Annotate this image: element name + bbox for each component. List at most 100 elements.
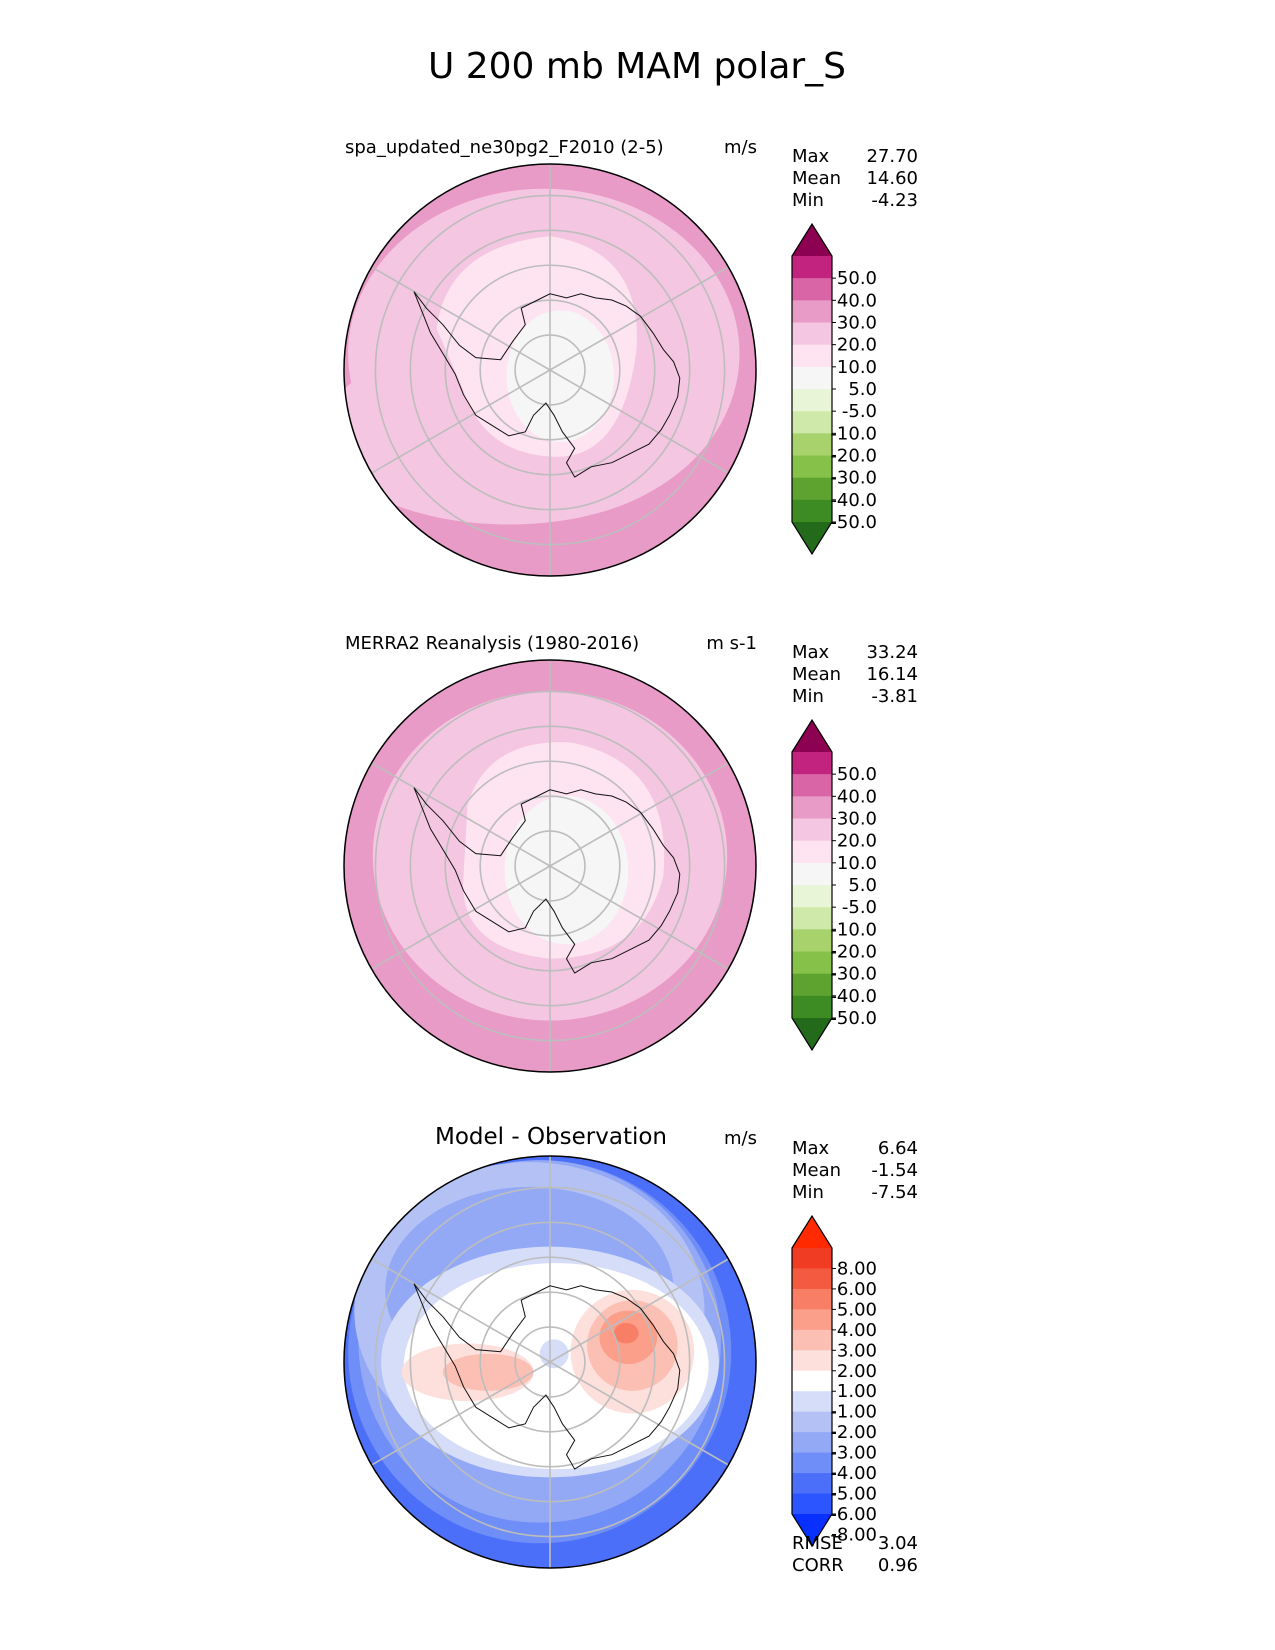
colorbar-extend-top (792, 720, 832, 752)
stat-label-min: Min (792, 686, 824, 707)
panel-units: m/s (724, 1128, 757, 1149)
colorbar-segment (792, 1391, 832, 1413)
colorbar-tick-label: -50.0 (830, 512, 877, 533)
colorbar-tick-label: 5.00 (837, 1299, 877, 1320)
colorbar-segment (792, 796, 832, 819)
colorbar-tick-label: 8.00 (837, 1258, 877, 1279)
stat-value-min: -7.54 (871, 1182, 918, 1203)
colorbar-extend-bottom (792, 1018, 832, 1050)
colorbar-segment (792, 1452, 832, 1474)
colorbar-tick-label: 1.00 (837, 1381, 877, 1402)
colorbar-segment (792, 973, 832, 997)
longitude-gridline (549, 865, 729, 970)
colorbar-segment (792, 366, 832, 390)
colorbar-segment (792, 1350, 832, 1372)
colorbar-tick-label: 4.00 (837, 1320, 877, 1341)
colorbar-segment (792, 818, 832, 842)
stat-label-mean: Mean (792, 168, 841, 189)
colorbar-tick-label: 10.0 (837, 853, 877, 874)
colorbar-tick-label: 10.0 (837, 357, 877, 378)
colorbar-segment (792, 774, 832, 797)
field-band (504, 795, 629, 945)
stat-value-min: -3.81 (871, 686, 918, 707)
longitude-gridline (371, 865, 551, 970)
colorbar-tick-label: -5.0 (842, 401, 877, 422)
panel-units: m s-1 (706, 633, 757, 654)
colorbar-segment (792, 885, 832, 908)
panel-units: m/s (724, 137, 757, 158)
polar-map (344, 660, 756, 1072)
polar-map (344, 164, 756, 576)
colorbar-tick-label: 30.0 (837, 809, 877, 830)
stats: Max 6.64 Mean -1.54 Min -7.54 (792, 1138, 918, 1203)
stats: Max 33.24 Mean 16.14 Min -3.81 (792, 642, 918, 707)
colorbar-tick-label: -10.0 (830, 919, 877, 940)
colorbar-tick-label: 50.0 (837, 268, 877, 289)
antarctica-coastline (413, 1283, 681, 1470)
colorbar-segment (792, 256, 832, 279)
metrics: RMSE 3.04 CORR 0.96 (792, 1533, 918, 1576)
colorbar-segment (792, 995, 832, 1019)
stat-value-max: 6.64 (878, 1138, 918, 1159)
colorbar-segment (792, 477, 832, 501)
longitude-gridline (371, 1258, 551, 1363)
field-band (442, 1353, 534, 1391)
metric-value-rmse: 3.04 (878, 1533, 918, 1554)
longitude-gridline (549, 266, 729, 371)
colorbar-segment (792, 1411, 832, 1433)
antarctica-coastline (413, 787, 681, 974)
colorbar-segment (792, 300, 832, 323)
colorbar-segment (792, 951, 832, 975)
colorbar: 50.040.030.020.010.05.0-5.0-10.0-20.0-30… (791, 222, 877, 556)
colorbar-tick-label: -2.00 (830, 1422, 877, 1443)
longitude-gridline (549, 1258, 729, 1363)
colorbar-segment (792, 1432, 832, 1454)
colorbar-segment (792, 929, 832, 952)
colorbar-tick-label: -1.00 (830, 1402, 877, 1423)
colorbar-tick-label: -8.00 (830, 1524, 877, 1545)
colorbar-segment (792, 1268, 832, 1290)
colorbar-tick-label: 5.0 (848, 379, 877, 400)
colorbar: 8.006.005.004.003.002.001.00-1.00-2.00-3… (791, 1214, 877, 1548)
colorbar-segment (792, 411, 832, 434)
metric-label-corr: CORR (792, 1555, 844, 1576)
colorbar-segment (792, 389, 832, 412)
stat-label-mean: Mean (792, 1160, 841, 1181)
map-boundary (343, 163, 757, 577)
colorbar-tick-label: 20.0 (837, 831, 877, 852)
colorbar-segment (792, 455, 832, 479)
panel-title: spa_updated_ne30pg2_F2010 (2-5) (345, 137, 664, 158)
panel-title: Model - Observation (435, 1124, 667, 1150)
colorbar-tick-label: 6.00 (837, 1279, 877, 1300)
colorbar-tick-label: 5.0 (848, 875, 877, 896)
longitude-gridline (549, 369, 729, 474)
colorbar-tick-label: 40.0 (837, 786, 877, 807)
colorbar-tick-label: -4.00 (830, 1463, 877, 1484)
longitude-gridline (549, 762, 729, 867)
colorbar-tick-label: -5.00 (830, 1484, 877, 1505)
stat-label-min: Min (792, 1182, 824, 1203)
colorbar-segment (792, 278, 832, 301)
colorbar-extend-bottom (792, 522, 832, 554)
colorbar-segment (792, 322, 832, 346)
colorbar-tick-label: 40.0 (837, 290, 877, 311)
colorbar-segment (792, 862, 832, 886)
colorbar-segment (792, 840, 832, 864)
stat-value-max: 27.70 (866, 146, 918, 167)
colorbar-tick-label: -10.0 (830, 423, 877, 444)
colorbar-segment (792, 1288, 832, 1310)
figure-title: U 200 mb MAM polar_S (428, 46, 846, 87)
colorbar-segment (792, 433, 832, 456)
longitude-gridline (371, 1361, 551, 1466)
colorbar-tick-label: -40.0 (830, 490, 877, 511)
colorbar-tick-label: -6.00 (830, 1504, 877, 1525)
longitude-gridline (371, 762, 551, 867)
stat-label-max: Max (792, 642, 830, 663)
panel-difference: Model - Observation m/s Max 6.64 Mean -1… (343, 1124, 918, 1576)
colorbar-tick-label: 3.00 (837, 1340, 877, 1361)
colorbar-tick-label: 2.00 (837, 1361, 877, 1382)
longitude-gridline (371, 266, 551, 371)
stat-value-min: -4.23 (871, 190, 918, 211)
stat-label-max: Max (792, 146, 830, 167)
